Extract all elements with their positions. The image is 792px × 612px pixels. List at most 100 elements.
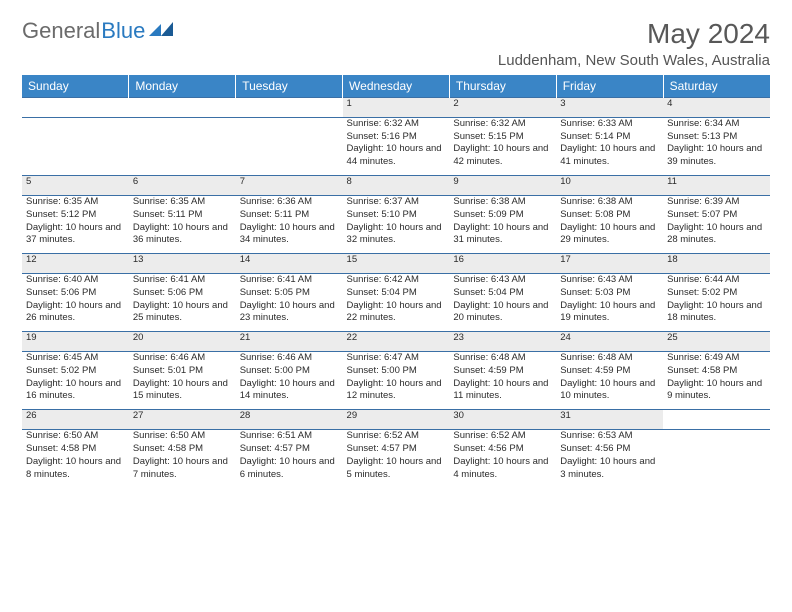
sunset-line: Sunset: 4:59 PM [453, 365, 552, 378]
sunrise-line: Sunrise: 6:43 AM [560, 274, 659, 287]
daylight-line: Daylight: 10 hours and 7 minutes. [133, 456, 232, 482]
brand-part1: General [22, 18, 100, 44]
sunrise-line: Sunrise: 6:52 AM [453, 430, 552, 443]
day-header: Sunday [22, 75, 129, 98]
day-number-row: 567891011 [22, 176, 770, 196]
sunset-line: Sunset: 4:59 PM [560, 365, 659, 378]
day-detail-row: Sunrise: 6:35 AMSunset: 5:12 PMDaylight:… [22, 195, 770, 253]
day-detail-cell: Sunrise: 6:51 AMSunset: 4:57 PMDaylight:… [236, 430, 343, 488]
calendar-body: 1234Sunrise: 6:32 AMSunset: 5:16 PMDayli… [22, 98, 770, 488]
day-detail-row: Sunrise: 6:45 AMSunset: 5:02 PMDaylight:… [22, 352, 770, 410]
day-detail-cell: Sunrise: 6:49 AMSunset: 4:58 PMDaylight:… [663, 352, 770, 410]
daylight-line: Daylight: 10 hours and 23 minutes. [240, 300, 339, 326]
day-header: Tuesday [236, 75, 343, 98]
brand-logo: GeneralBlue [22, 18, 173, 44]
sunset-line: Sunset: 4:58 PM [26, 443, 125, 456]
brand-part2: Blue [101, 18, 145, 44]
day-header: Wednesday [343, 75, 450, 98]
sunset-line: Sunset: 4:58 PM [667, 365, 766, 378]
sunrise-line: Sunrise: 6:33 AM [560, 118, 659, 131]
daylight-line: Daylight: 10 hours and 5 minutes. [347, 456, 446, 482]
sunset-line: Sunset: 5:05 PM [240, 287, 339, 300]
day-number-cell: 21 [236, 332, 343, 352]
calendar-table: SundayMondayTuesdayWednesdayThursdayFrid… [22, 75, 770, 487]
sunset-line: Sunset: 5:06 PM [26, 287, 125, 300]
sunset-line: Sunset: 5:10 PM [347, 209, 446, 222]
daylight-line: Daylight: 10 hours and 3 minutes. [560, 456, 659, 482]
location-subtitle: Luddenham, New South Wales, Australia [498, 52, 770, 69]
sunrise-line: Sunrise: 6:41 AM [240, 274, 339, 287]
day-number-cell: 29 [343, 410, 450, 430]
daylight-line: Daylight: 10 hours and 8 minutes. [26, 456, 125, 482]
sunset-line: Sunset: 4:58 PM [133, 443, 232, 456]
sunrise-line: Sunrise: 6:42 AM [347, 274, 446, 287]
day-number-cell: 18 [663, 254, 770, 274]
daylight-line: Daylight: 10 hours and 44 minutes. [347, 143, 446, 169]
day-number-cell: 24 [556, 332, 663, 352]
day-number-cell: 4 [663, 98, 770, 118]
logo-flag-icon [149, 22, 173, 38]
sunrise-line: Sunrise: 6:32 AM [347, 118, 446, 131]
daylight-line: Daylight: 10 hours and 32 minutes. [347, 222, 446, 248]
sunrise-line: Sunrise: 6:46 AM [133, 352, 232, 365]
sunrise-line: Sunrise: 6:46 AM [240, 352, 339, 365]
day-detail-cell [236, 117, 343, 175]
day-number-cell: 19 [22, 332, 129, 352]
day-detail-cell: Sunrise: 6:33 AMSunset: 5:14 PMDaylight:… [556, 117, 663, 175]
sunset-line: Sunset: 4:56 PM [560, 443, 659, 456]
calendar-page: GeneralBlue May 2024 Luddenham, New Sout… [0, 0, 792, 505]
daylight-line: Daylight: 10 hours and 12 minutes. [347, 378, 446, 404]
sunrise-line: Sunrise: 6:39 AM [667, 196, 766, 209]
day-header: Monday [129, 75, 236, 98]
day-number-cell: 12 [22, 254, 129, 274]
sunset-line: Sunset: 5:13 PM [667, 131, 766, 144]
sunset-line: Sunset: 5:15 PM [453, 131, 552, 144]
sunrise-line: Sunrise: 6:50 AM [26, 430, 125, 443]
day-detail-row: Sunrise: 6:40 AMSunset: 5:06 PMDaylight:… [22, 273, 770, 331]
sunset-line: Sunset: 5:00 PM [347, 365, 446, 378]
title-block: May 2024 Luddenham, New South Wales, Aus… [498, 18, 770, 69]
day-detail-cell: Sunrise: 6:46 AMSunset: 5:00 PMDaylight:… [236, 352, 343, 410]
sunset-line: Sunset: 5:02 PM [26, 365, 125, 378]
day-detail-cell [129, 117, 236, 175]
daylight-line: Daylight: 10 hours and 16 minutes. [26, 378, 125, 404]
day-number-cell: 31 [556, 410, 663, 430]
day-detail-row: Sunrise: 6:50 AMSunset: 4:58 PMDaylight:… [22, 430, 770, 488]
daylight-line: Daylight: 10 hours and 18 minutes. [667, 300, 766, 326]
day-header: Friday [556, 75, 663, 98]
day-detail-cell: Sunrise: 6:39 AMSunset: 5:07 PMDaylight:… [663, 195, 770, 253]
sunrise-line: Sunrise: 6:51 AM [240, 430, 339, 443]
sunset-line: Sunset: 5:09 PM [453, 209, 552, 222]
day-number-cell: 9 [449, 176, 556, 196]
day-detail-cell: Sunrise: 6:41 AMSunset: 5:05 PMDaylight:… [236, 273, 343, 331]
sunset-line: Sunset: 5:07 PM [667, 209, 766, 222]
day-detail-cell: Sunrise: 6:48 AMSunset: 4:59 PMDaylight:… [556, 352, 663, 410]
sunrise-line: Sunrise: 6:32 AM [453, 118, 552, 131]
sunset-line: Sunset: 5:11 PM [240, 209, 339, 222]
daylight-line: Daylight: 10 hours and 14 minutes. [240, 378, 339, 404]
sunset-line: Sunset: 4:57 PM [347, 443, 446, 456]
sunrise-line: Sunrise: 6:53 AM [560, 430, 659, 443]
day-detail-cell: Sunrise: 6:42 AMSunset: 5:04 PMDaylight:… [343, 273, 450, 331]
day-detail-cell: Sunrise: 6:37 AMSunset: 5:10 PMDaylight:… [343, 195, 450, 253]
day-detail-cell: Sunrise: 6:35 AMSunset: 5:11 PMDaylight:… [129, 195, 236, 253]
daylight-line: Daylight: 10 hours and 9 minutes. [667, 378, 766, 404]
day-number-row: 19202122232425 [22, 332, 770, 352]
day-number-cell: 20 [129, 332, 236, 352]
sunrise-line: Sunrise: 6:41 AM [133, 274, 232, 287]
daylight-line: Daylight: 10 hours and 11 minutes. [453, 378, 552, 404]
sunrise-line: Sunrise: 6:34 AM [667, 118, 766, 131]
daylight-line: Daylight: 10 hours and 22 minutes. [347, 300, 446, 326]
day-detail-cell: Sunrise: 6:32 AMSunset: 5:16 PMDaylight:… [343, 117, 450, 175]
daylight-line: Daylight: 10 hours and 25 minutes. [133, 300, 232, 326]
sunset-line: Sunset: 5:03 PM [560, 287, 659, 300]
sunrise-line: Sunrise: 6:37 AM [347, 196, 446, 209]
daylight-line: Daylight: 10 hours and 20 minutes. [453, 300, 552, 326]
day-detail-cell: Sunrise: 6:44 AMSunset: 5:02 PMDaylight:… [663, 273, 770, 331]
sunset-line: Sunset: 5:06 PM [133, 287, 232, 300]
sunrise-line: Sunrise: 6:36 AM [240, 196, 339, 209]
day-detail-cell: Sunrise: 6:48 AMSunset: 4:59 PMDaylight:… [449, 352, 556, 410]
day-detail-cell: Sunrise: 6:40 AMSunset: 5:06 PMDaylight:… [22, 273, 129, 331]
sunrise-line: Sunrise: 6:35 AM [133, 196, 232, 209]
daylight-line: Daylight: 10 hours and 39 minutes. [667, 143, 766, 169]
